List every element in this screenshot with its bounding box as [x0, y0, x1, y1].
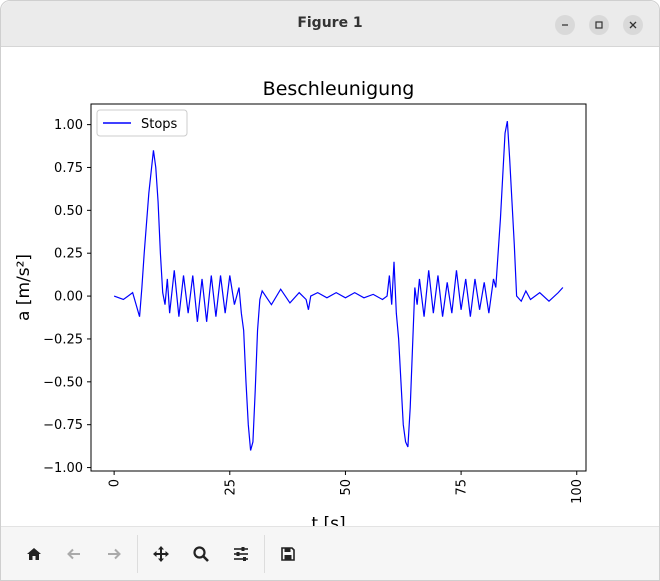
toolbar-separator: [137, 535, 138, 573]
save-button[interactable]: [273, 539, 303, 569]
arrow-right-icon: [108, 548, 121, 560]
y-tick-label: 1.00: [54, 118, 83, 133]
y-tick-label: −1.00: [43, 461, 83, 476]
y-tick-label: −0.75: [43, 418, 83, 433]
chart-canvas[interactable]: Beschleunigung 1.00 0.75 0.50 0.25 0.00 −0.25 −…: [1, 46, 659, 534]
title-bar: Figure 1: [1, 1, 659, 47]
x-tick-label: 75: [455, 479, 470, 496]
pan-button[interactable]: [146, 539, 176, 569]
x-tick-label: 50: [339, 479, 354, 496]
plot-area[interactable]: Beschleunigung 1.00 0.75 0.50 0.25 0.00 −0.25 −…: [1, 46, 659, 534]
legend-box: [96, 109, 188, 137]
maximize-button[interactable]: [589, 15, 609, 35]
close-button[interactable]: [623, 15, 643, 35]
configure-button[interactable]: [226, 539, 256, 569]
y-tick-label: 0.25: [54, 247, 83, 262]
series-line-stops: [113, 121, 564, 451]
x-axis-label: t [s]: [311, 514, 345, 526]
axes-frame: [90, 103, 587, 472]
minimize-icon: [562, 24, 568, 26]
home-icon: [27, 548, 41, 560]
close-icon: [629, 21, 637, 29]
x-tick-label: 100: [570, 479, 585, 504]
move-icon: [153, 546, 169, 562]
minimize-button[interactable]: [555, 15, 575, 35]
x-tick-label: 25: [223, 479, 238, 496]
y-tick-label: −0.25: [43, 332, 83, 347]
y-tick-label: −0.50: [43, 375, 83, 390]
sliders-icon: [234, 547, 248, 561]
x-tick-label: 0: [108, 479, 123, 487]
y-tick-label: 0.50: [54, 204, 83, 219]
chart-title: Beschleunigung: [263, 78, 415, 100]
navigation-toolbar: [1, 526, 659, 580]
y-tick-label: 0.00: [54, 290, 83, 305]
save-icon: [281, 547, 295, 561]
window-title: Figure 1: [297, 15, 363, 31]
search-icon: [193, 546, 209, 562]
arrow-left-icon: [67, 548, 80, 560]
forward-button[interactable]: [99, 539, 129, 569]
y-axis-label: a [m/s²]: [14, 254, 34, 321]
toolbar-separator: [264, 535, 265, 573]
maximize-icon: [595, 21, 603, 29]
legend-label-stops: Stops: [141, 117, 178, 132]
home-button[interactable]: [19, 539, 49, 569]
y-tick-label: 0.75: [54, 161, 83, 176]
zoom-button[interactable]: [186, 539, 216, 569]
back-button[interactable]: [59, 539, 89, 569]
legend: Stops: [96, 109, 188, 137]
